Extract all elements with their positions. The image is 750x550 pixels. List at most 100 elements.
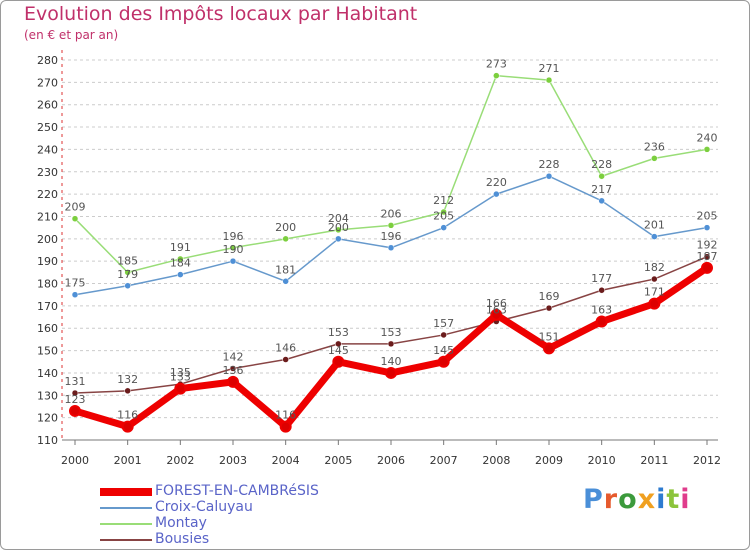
data-label-croix-caluyau: 175: [65, 277, 86, 290]
data-label-forest-en-cambr-sis: 136: [223, 364, 244, 377]
data-label-forest-en-cambr-sis: 171: [644, 286, 665, 299]
data-label-forest-en-cambr-sis: 187: [697, 250, 718, 263]
data-point-forest-en-cambr-sis: [69, 404, 81, 417]
data-label-croix-caluyau: 228: [539, 158, 560, 171]
data-point-bousies: [545, 304, 553, 312]
legend-item-forest-en-cambr-sis: FOREST-EN-CAMBRéSIS: [100, 483, 360, 500]
y-tick-label: 150: [37, 345, 58, 358]
data-label-montay: 236: [644, 140, 665, 153]
data-label-forest-en-cambr-sis: 123: [65, 393, 86, 406]
data-point-croix-caluyau: [124, 282, 131, 290]
data-point-montay: [545, 76, 553, 84]
data-point-croix-caluyau: [177, 271, 184, 278]
data-point-montay: [229, 244, 237, 252]
data-point-bousies: [229, 365, 237, 372]
data-point-montay: [71, 215, 79, 222]
y-tick-label: 200: [37, 233, 58, 246]
logo-letter: r: [603, 484, 619, 515]
x-tick-label: 2004: [272, 454, 300, 467]
x-tick-label: 2011: [640, 454, 668, 467]
data-point-bousies: [387, 340, 395, 348]
series-line-forest-en-cambr-sis: [71, 264, 711, 431]
y-tick-label: 240: [37, 143, 58, 156]
data-label-croix-caluyau: 205: [433, 210, 454, 223]
legend-item-croix-caluyau: Croix-Caluyau: [100, 499, 360, 516]
data-point-montay: [335, 226, 342, 234]
logo-letter: i: [656, 484, 667, 515]
data-label-montay: 209: [65, 201, 86, 214]
data-label-croix-caluyau: 184: [170, 257, 191, 270]
data-label-forest-en-cambr-sis: 145: [433, 344, 454, 357]
legend-swatch: [100, 523, 152, 525]
data-point-forest-en-cambr-sis: [332, 355, 345, 368]
x-tick-label: 2007: [430, 454, 458, 467]
data-label-montay: 228: [591, 158, 612, 171]
data-point-croix-caluyau: [71, 291, 79, 298]
data-point-croix-caluyau: [703, 224, 711, 231]
data-label-croix-caluyau: 220: [486, 176, 507, 189]
data-label-montay: 204: [328, 212, 349, 225]
chart-subtitle: (en € et par an): [24, 28, 119, 42]
data-label-montay: 240: [697, 131, 718, 144]
y-tick-label: 160: [37, 322, 58, 335]
data-label-forest-en-cambr-sis: 133: [170, 371, 191, 384]
x-tick-label: 2000: [61, 454, 89, 467]
data-point-montay: [703, 146, 711, 153]
data-point-croix-caluyau: [229, 257, 237, 265]
x-tick-label: 2012: [693, 454, 721, 467]
data-point-montay: [493, 72, 500, 79]
logo-letter: t: [666, 484, 681, 515]
x-tick-label: 2005: [324, 454, 352, 467]
data-label-forest-en-cambr-sis: 163: [591, 304, 612, 317]
data-point-montay: [177, 255, 184, 263]
legend-item-bousies: Bousies: [100, 531, 360, 548]
data-label-forest-en-cambr-sis: 145: [328, 344, 349, 357]
data-point-montay: [387, 222, 395, 229]
data-label-montay: 200: [275, 221, 296, 234]
chart-title: Evolution des Impôts locaux par Habitant: [24, 3, 418, 25]
data-label-croix-caluyau: 190: [223, 243, 244, 256]
data-point-bousies: [282, 356, 289, 363]
data-point-bousies: [335, 340, 342, 348]
y-tick-label: 250: [37, 121, 58, 134]
logo-letter: x: [637, 484, 657, 515]
y-tick-label: 270: [37, 76, 58, 89]
y-tick-label: 220: [37, 188, 58, 201]
data-label-bousies: 146: [275, 342, 296, 355]
data-point-croix-caluyau: [282, 278, 289, 285]
data-label-croix-caluyau: 181: [275, 263, 296, 276]
data-label-bousies: 182: [644, 261, 665, 274]
data-point-forest-en-cambr-sis: [490, 308, 503, 321]
data-point-bousies: [598, 286, 605, 294]
y-tick-label: 110: [37, 434, 58, 447]
proxiti-logo: Proxiti: [583, 484, 691, 515]
data-label-montay: 185: [117, 254, 138, 267]
y-tick-label: 210: [37, 210, 58, 223]
y-tick-label: 190: [37, 255, 58, 268]
data-label-forest-en-cambr-sis: 166: [486, 297, 507, 310]
x-tick-label: 2003: [219, 454, 247, 467]
data-label-forest-en-cambr-sis: 140: [381, 355, 402, 368]
logo-letter: P: [583, 484, 604, 515]
data-label-montay: 191: [170, 241, 191, 254]
data-point-montay: [651, 155, 658, 162]
data-label-bousies: 192: [697, 239, 718, 252]
data-label-bousies: 142: [223, 350, 244, 363]
legend-swatch: [100, 507, 152, 509]
data-label-croix-caluyau: 196: [381, 230, 402, 243]
legend-swatch: [100, 488, 152, 496]
data-point-forest-en-cambr-sis: [437, 355, 450, 368]
x-tick-label: 2008: [482, 454, 510, 467]
y-tick-label: 120: [37, 412, 58, 425]
legend-label: Croix-Caluyau: [155, 499, 253, 515]
y-tick-label: 180: [37, 278, 58, 291]
data-label-croix-caluyau: 200: [328, 221, 349, 234]
y-tick-label: 230: [37, 166, 58, 179]
data-point-forest-en-cambr-sis: [543, 342, 555, 355]
data-point-croix-caluyau: [493, 190, 500, 198]
data-point-forest-en-cambr-sis: [279, 420, 292, 433]
x-tick-label: 2001: [114, 454, 142, 467]
legend-label: Montay: [155, 515, 207, 531]
x-tick-label: 2002: [166, 454, 194, 467]
